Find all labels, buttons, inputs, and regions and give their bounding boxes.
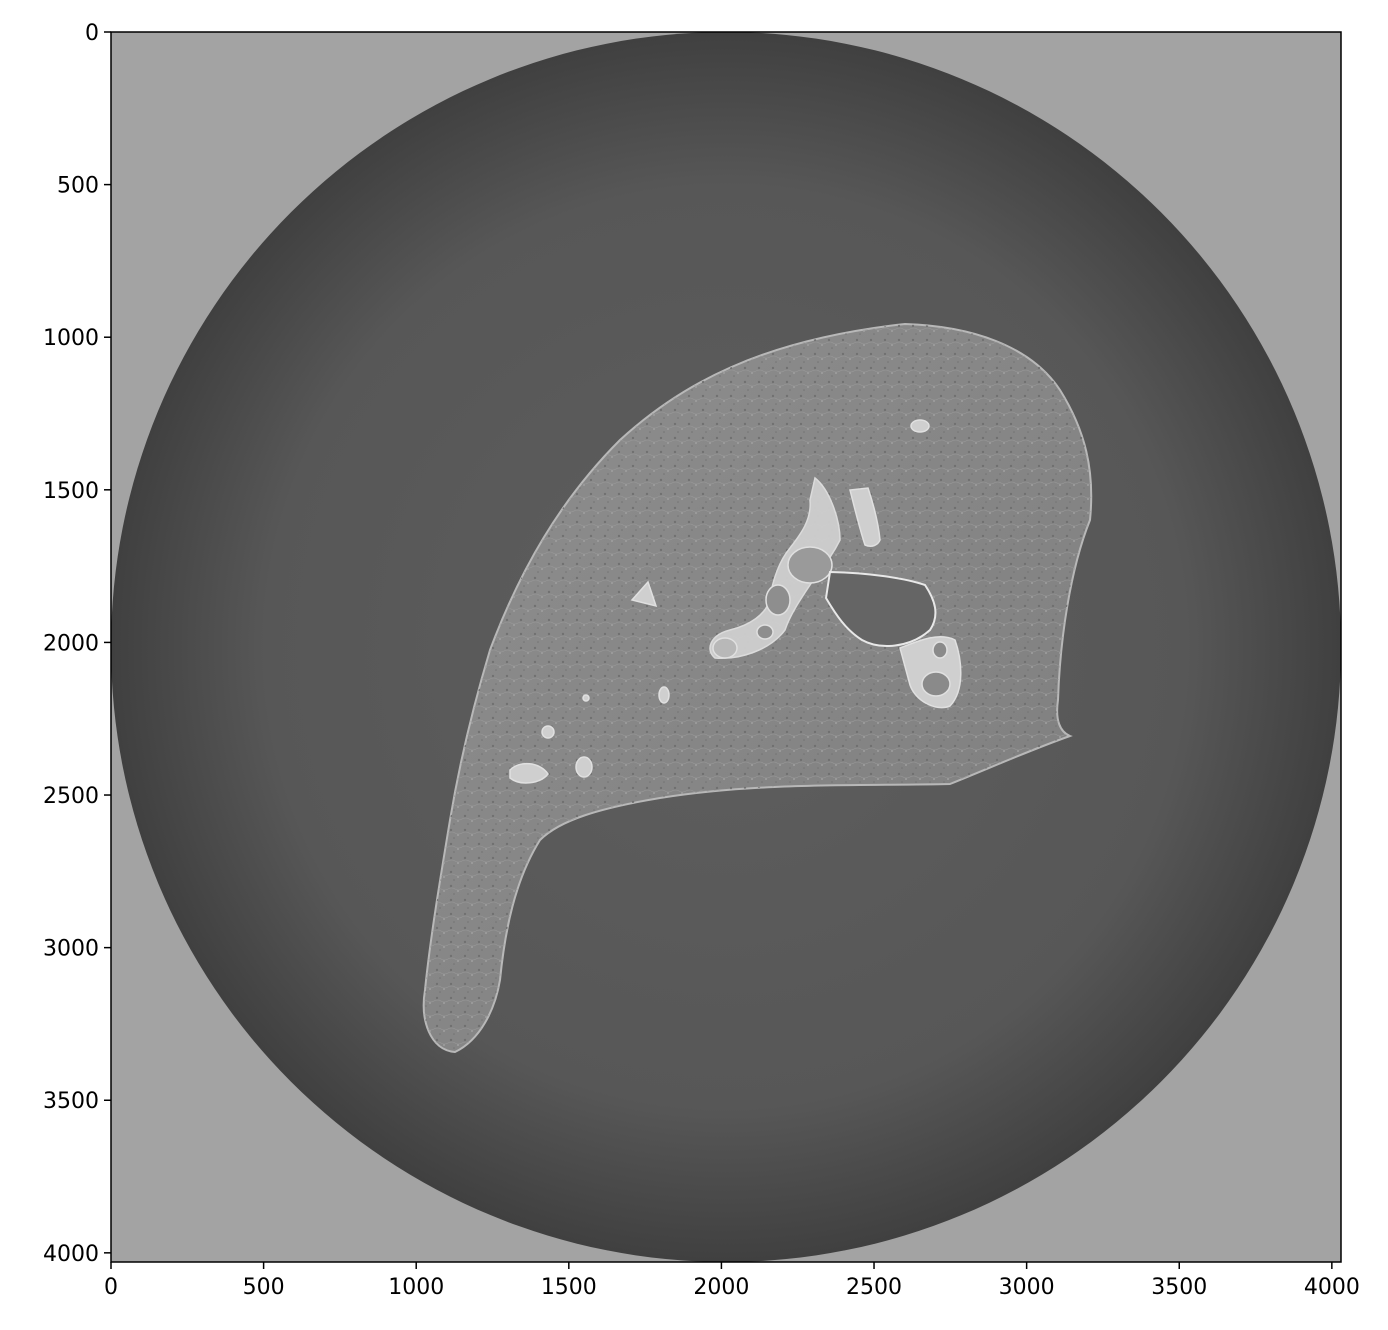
tissue-region xyxy=(422,322,1093,1054)
dark-cavity xyxy=(824,570,937,647)
y-tick-label: 1500 xyxy=(43,479,99,504)
y-tick-label: 2500 xyxy=(43,784,99,809)
x-tick-label: 3000 xyxy=(999,1275,1055,1300)
y-tick-label: 1000 xyxy=(43,326,99,351)
axes-frame xyxy=(110,31,1342,1263)
y-tick-label: 3500 xyxy=(43,1089,99,1114)
x-tick-label: 3500 xyxy=(1151,1275,1207,1300)
y-tick-label: 0 xyxy=(85,21,99,46)
x-tick-label: 1500 xyxy=(541,1275,597,1300)
bright-structures xyxy=(509,419,962,784)
x-tick-label: 0 xyxy=(104,1275,118,1300)
y-tick-label: 500 xyxy=(57,174,99,199)
y-axis: 0 500 1000 1500 2000 2500 3000 3500 4000 xyxy=(43,21,111,1267)
y-tick-label: 3000 xyxy=(43,937,99,962)
x-tick-label: 2000 xyxy=(693,1275,749,1300)
image-area xyxy=(111,32,1341,1262)
x-tick-label: 1000 xyxy=(388,1275,444,1300)
x-tick-label: 500 xyxy=(243,1275,285,1300)
y-tick-label: 2000 xyxy=(43,631,99,656)
y-tick-label: 4000 xyxy=(43,1242,99,1267)
x-axis: 0 500 1000 1500 2000 2500 3000 3500 4000 xyxy=(104,1262,1360,1300)
x-tick-label: 2500 xyxy=(846,1275,902,1300)
x-tick-label: 4000 xyxy=(1304,1275,1360,1300)
